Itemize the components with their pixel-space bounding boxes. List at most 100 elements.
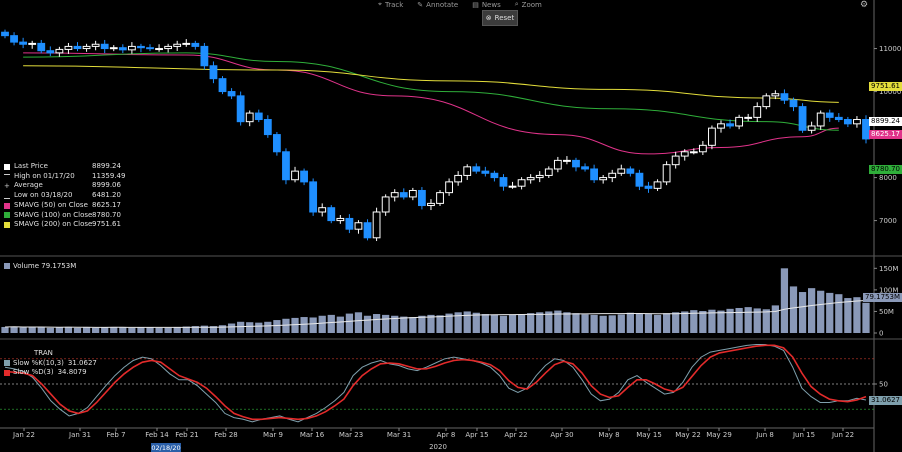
volume-bar xyxy=(300,317,308,333)
volume-bar xyxy=(218,325,227,333)
candle-body xyxy=(408,189,417,198)
volume-bar xyxy=(146,327,154,333)
candle-body xyxy=(463,166,472,176)
volume-bar xyxy=(508,314,517,333)
zoom-button[interactable]: ⌕ Zoom xyxy=(514,0,542,9)
sma100-badge: 8780.70 xyxy=(869,165,902,174)
volume-bar xyxy=(137,327,145,333)
volume-bar xyxy=(499,315,508,333)
volume-bar xyxy=(19,327,27,333)
volume-bar xyxy=(345,313,354,333)
volume-bar xyxy=(246,322,254,333)
candle-body xyxy=(327,207,336,222)
date-tick-label: Feb 28 xyxy=(214,431,238,439)
candle-body xyxy=(472,166,481,172)
date-tick-label: Mar 23 xyxy=(339,431,363,439)
volume-bar xyxy=(536,312,544,333)
volume-bar xyxy=(273,320,281,333)
volume-bar xyxy=(481,314,489,333)
volume-bar xyxy=(227,323,236,333)
candle-body xyxy=(644,185,653,189)
stoch-badge: 31.0627 xyxy=(869,396,902,405)
volume-bar xyxy=(391,315,399,333)
volume-bar xyxy=(726,308,734,333)
volume-bar xyxy=(798,292,807,333)
candle-body xyxy=(807,125,816,131)
candle-body xyxy=(137,45,145,49)
volume-bar xyxy=(635,313,644,333)
news-button[interactable]: ▤ News xyxy=(472,0,501,9)
date-tick-label: Apr 30 xyxy=(550,431,573,439)
legend-last-price: Last Price 8899.24 xyxy=(4,162,121,172)
year-label: 2020 xyxy=(429,443,447,451)
chart-toolbar: ⌖ Track ✎ Annotate ▤ News ⌕ Zoom xyxy=(378,0,542,9)
candle-body xyxy=(834,116,843,121)
candle-body xyxy=(617,168,626,174)
candle-body xyxy=(490,172,499,179)
candle-body xyxy=(46,50,55,54)
volume-bar xyxy=(517,314,526,333)
price-tick-label: 11000 xyxy=(879,45,901,53)
candle-body xyxy=(499,177,508,187)
reset-icon: ⊗ xyxy=(485,14,492,22)
legend-low: Low on 03/18/20 6481.20 xyxy=(4,191,121,201)
reset-button[interactable]: ⊗ Reset xyxy=(482,10,518,26)
last-price-swatch xyxy=(4,163,10,170)
price-tick-label: 10000 xyxy=(879,88,901,96)
date-tick-label: Jan 22 xyxy=(12,431,35,439)
gear-icon[interactable]: ⚙ xyxy=(860,0,869,10)
low-marker-icon xyxy=(4,193,10,199)
candle-body xyxy=(182,42,191,45)
candle-body xyxy=(689,151,698,154)
track-button[interactable]: ⌖ Track xyxy=(378,0,404,9)
volume-bar xyxy=(644,314,653,333)
volume-bar xyxy=(581,314,589,333)
volume-bar xyxy=(92,327,100,333)
volume-bar xyxy=(64,326,73,333)
volume-bar xyxy=(255,322,263,333)
candle-body xyxy=(118,47,127,51)
news-icon: ▤ xyxy=(472,0,479,9)
date-tick-label: Jun 15 xyxy=(792,431,815,439)
volume-bar xyxy=(780,268,789,333)
date-tick-label: May 22 xyxy=(675,431,701,439)
date-tick-label: Feb 7 xyxy=(106,431,125,439)
candle-body xyxy=(735,116,744,127)
cursor-date-box xyxy=(151,443,181,452)
last-price-badge: 8899.24 xyxy=(869,117,902,126)
candle-body xyxy=(209,65,218,80)
sma-line-100 xyxy=(23,52,839,131)
volume-bar xyxy=(681,311,689,333)
date-tick-label: Feb 21 xyxy=(175,431,199,439)
volume-bar xyxy=(807,288,816,333)
sma100-swatch xyxy=(4,212,10,219)
candle-body xyxy=(717,123,725,129)
volume-average-line xyxy=(4,300,867,328)
stochastic-legend: TRAN Slow %K(10,3) 31.0627 Slow %D(3) 34… xyxy=(4,349,97,378)
slow-k-line xyxy=(4,344,867,423)
volume-bar xyxy=(200,325,209,333)
volume-bar xyxy=(363,315,372,333)
candle-body xyxy=(245,112,254,123)
candle-body xyxy=(164,45,173,50)
candle-body xyxy=(236,95,245,123)
candle-body xyxy=(399,192,408,198)
candle-body xyxy=(753,106,762,118)
candle-body xyxy=(853,119,861,125)
volume-bar xyxy=(708,309,716,333)
candle-body xyxy=(1,31,9,37)
candle-body xyxy=(862,119,870,140)
volume-bar xyxy=(771,305,779,333)
candle-body xyxy=(427,202,435,207)
candle-body xyxy=(789,99,798,108)
date-tick-label: Mar 9 xyxy=(263,431,283,439)
volume-bar xyxy=(626,312,634,333)
annotate-button[interactable]: ✎ Annotate xyxy=(417,0,459,9)
volume-tick-label: 50M xyxy=(879,308,894,316)
magnifier-icon: ⌕ xyxy=(514,0,519,8)
volume-bar xyxy=(662,313,671,333)
candle-body xyxy=(816,112,825,127)
candle-body xyxy=(581,166,589,170)
volume-bar xyxy=(55,327,64,333)
